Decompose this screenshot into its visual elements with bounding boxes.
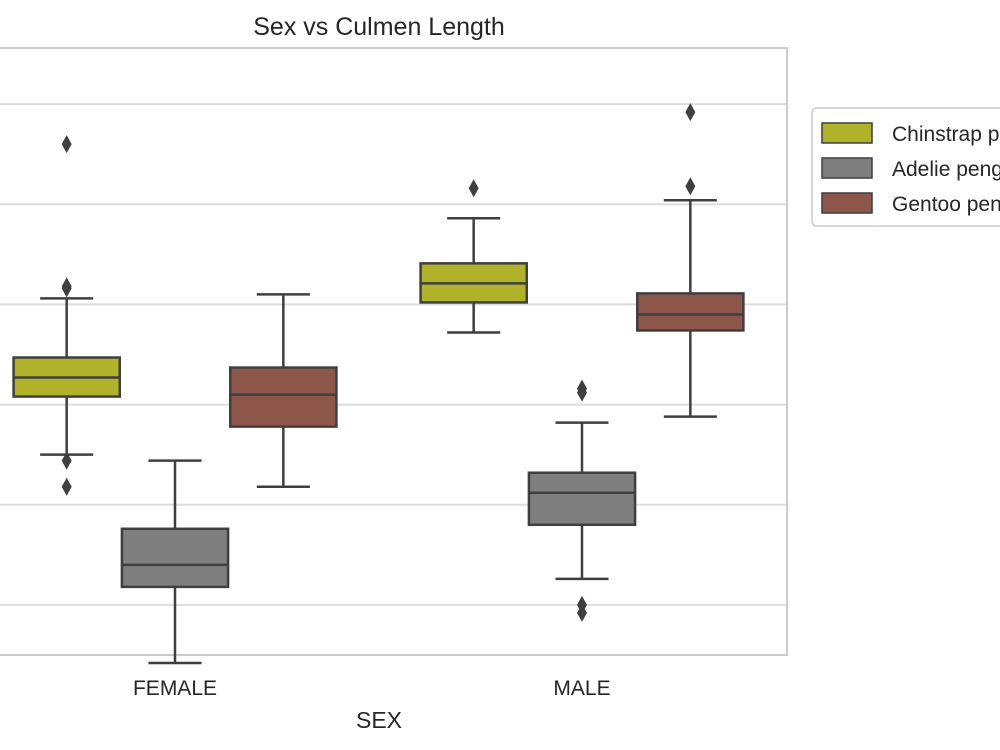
x-tick-label: MALE xyxy=(553,677,610,700)
legend-label: Chinstrap penguin (Pygoscelis antarctica… xyxy=(892,123,1000,146)
legend-swatch xyxy=(821,192,873,214)
iqr-box xyxy=(527,471,637,527)
boxes-layer xyxy=(12,103,745,665)
outlier-point xyxy=(685,103,696,122)
outlier-point xyxy=(61,135,72,154)
legend: Chinstrap penguin (Pygoscelis antarctica… xyxy=(811,107,1000,227)
iqr-box xyxy=(636,292,745,332)
outlier-point xyxy=(577,379,587,398)
plot-frame xyxy=(0,47,788,656)
box-male-2 xyxy=(527,379,637,622)
grid-layer xyxy=(0,103,787,606)
legend-swatch xyxy=(821,157,873,179)
box-female-3 xyxy=(229,293,338,488)
box-male-3 xyxy=(636,103,745,418)
x-tick-labels: FEMALE MALE xyxy=(133,677,611,700)
outlier-point xyxy=(61,477,72,496)
iqr-box xyxy=(229,366,338,428)
outlier-point xyxy=(685,177,696,196)
outlier-point xyxy=(468,179,479,198)
legend-label: Adelie penguin (Pygoscelis adeliae) xyxy=(892,158,1000,181)
outlier-point xyxy=(61,451,72,470)
x-tick-label: FEMALE xyxy=(133,677,217,700)
outlier-point xyxy=(577,595,587,614)
x-axis-label: SEX xyxy=(356,707,402,733)
box-female-1 xyxy=(12,135,121,496)
box-female-2 xyxy=(120,459,230,665)
chart-title: Sex vs Culmen Length xyxy=(253,13,505,41)
iqr-box xyxy=(120,527,230,589)
box-male-1 xyxy=(419,179,529,334)
outlier-point xyxy=(61,277,72,296)
legend-label: Gentoo penguin (Pygoscelis papua) xyxy=(892,193,1000,216)
legend-swatch xyxy=(821,122,873,144)
